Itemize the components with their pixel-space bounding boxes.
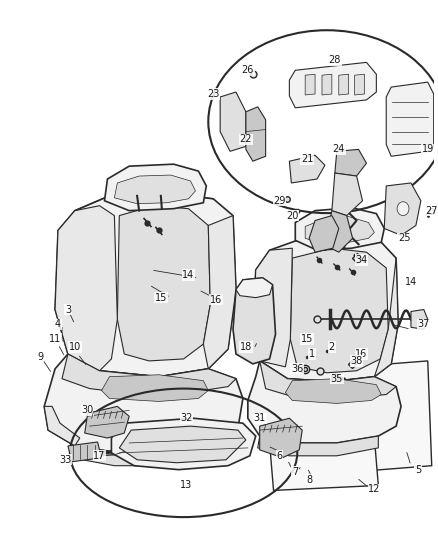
Text: 12: 12 [368, 484, 381, 495]
Text: 24: 24 [332, 144, 345, 155]
Text: 35: 35 [331, 374, 343, 384]
Polygon shape [374, 258, 398, 377]
Text: 7: 7 [292, 466, 298, 477]
Text: 10: 10 [69, 342, 81, 352]
Polygon shape [322, 74, 332, 95]
Polygon shape [258, 436, 378, 456]
Text: 3: 3 [65, 304, 71, 314]
Text: 8: 8 [306, 474, 312, 484]
Polygon shape [290, 155, 325, 183]
Text: 37: 37 [417, 319, 430, 329]
Text: 31: 31 [254, 413, 266, 423]
Text: 25: 25 [398, 233, 410, 244]
Polygon shape [102, 375, 208, 401]
Polygon shape [386, 82, 434, 156]
Text: 6: 6 [276, 451, 283, 461]
Text: 20: 20 [286, 211, 299, 221]
Text: 15: 15 [155, 293, 167, 303]
Text: 16: 16 [210, 295, 223, 305]
Polygon shape [117, 206, 210, 361]
Text: 15: 15 [301, 334, 313, 344]
Text: 1: 1 [309, 349, 315, 359]
Polygon shape [119, 426, 246, 463]
Polygon shape [203, 215, 236, 369]
Polygon shape [305, 74, 315, 95]
Text: 11: 11 [49, 334, 61, 344]
Polygon shape [220, 92, 246, 151]
Text: 22: 22 [240, 134, 252, 144]
Text: 34: 34 [355, 255, 367, 265]
Polygon shape [286, 379, 381, 403]
Polygon shape [269, 438, 378, 490]
Text: 27: 27 [425, 206, 438, 216]
Polygon shape [260, 361, 396, 399]
Polygon shape [44, 354, 243, 453]
Polygon shape [295, 208, 384, 250]
Polygon shape [44, 406, 80, 446]
Text: 17: 17 [93, 451, 106, 461]
Text: 2: 2 [329, 342, 335, 352]
Polygon shape [236, 278, 272, 297]
Text: 16: 16 [355, 349, 367, 359]
Text: 36: 36 [291, 364, 304, 374]
Polygon shape [332, 173, 363, 215]
Text: 21: 21 [301, 154, 313, 164]
Text: 30: 30 [81, 405, 94, 415]
Text: 28: 28 [328, 55, 341, 66]
Polygon shape [309, 215, 339, 252]
Polygon shape [411, 310, 428, 329]
Polygon shape [233, 278, 276, 364]
Polygon shape [325, 211, 353, 252]
Polygon shape [55, 194, 236, 377]
Ellipse shape [397, 202, 409, 215]
Text: 26: 26 [242, 65, 254, 75]
Polygon shape [114, 175, 195, 204]
Text: 9: 9 [37, 352, 43, 362]
Polygon shape [335, 149, 367, 176]
Text: 14: 14 [405, 277, 417, 287]
Polygon shape [290, 248, 388, 373]
Polygon shape [111, 418, 256, 470]
Polygon shape [305, 216, 374, 244]
Text: 18: 18 [240, 342, 252, 352]
Text: 38: 38 [350, 356, 363, 366]
Polygon shape [339, 74, 349, 95]
Text: 33: 33 [59, 455, 71, 465]
Polygon shape [248, 361, 401, 443]
Polygon shape [352, 361, 432, 472]
Polygon shape [260, 418, 302, 458]
Polygon shape [253, 248, 292, 367]
Polygon shape [355, 74, 364, 95]
Polygon shape [384, 183, 421, 236]
Text: 29: 29 [273, 196, 286, 206]
Polygon shape [72, 443, 223, 466]
Polygon shape [246, 107, 265, 161]
Polygon shape [290, 62, 376, 108]
Text: 14: 14 [182, 270, 194, 280]
Text: 4: 4 [55, 319, 61, 329]
Polygon shape [253, 237, 398, 382]
Text: 5: 5 [415, 465, 421, 475]
Polygon shape [55, 206, 117, 371]
Text: 13: 13 [180, 480, 193, 490]
Text: 23: 23 [207, 89, 219, 99]
Polygon shape [105, 164, 206, 211]
Text: 19: 19 [422, 144, 434, 155]
Polygon shape [85, 406, 129, 438]
Polygon shape [68, 442, 102, 462]
Polygon shape [62, 354, 236, 394]
Text: 32: 32 [180, 413, 193, 423]
